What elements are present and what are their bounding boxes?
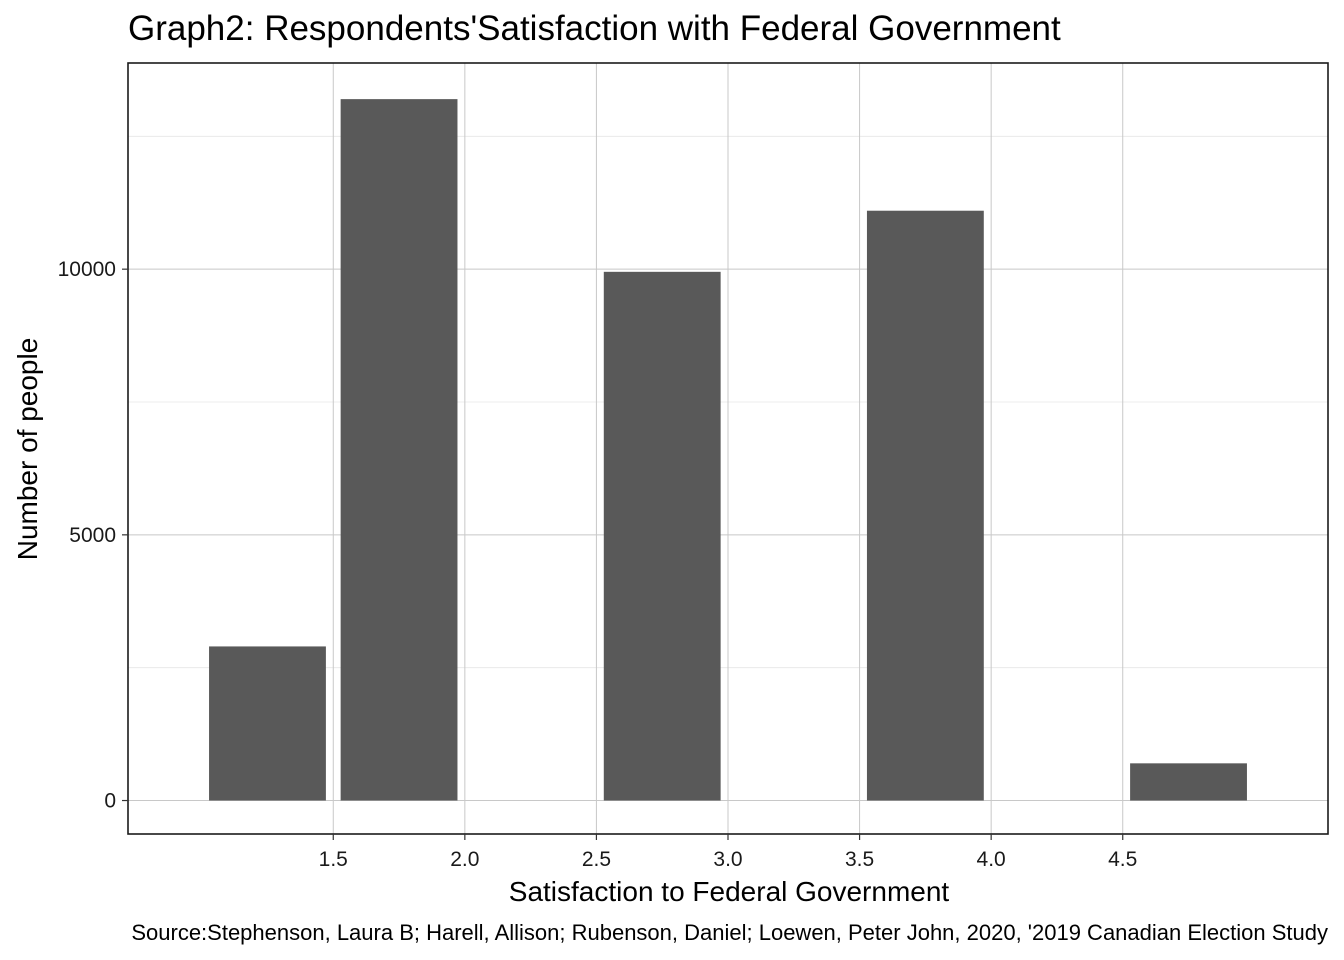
y-tick-label: 0 — [104, 790, 116, 813]
histogram-bar — [603, 271, 721, 801]
x-tick-label: 2.5 — [582, 848, 611, 871]
y-axis: 0 5000 10000 — [58, 258, 128, 813]
bars — [209, 99, 1247, 801]
plot-panel — [127, 62, 1329, 835]
y-tick-label: 10000 — [58, 258, 116, 281]
x-axis-title: Satisfaction to Federal Government — [509, 876, 950, 907]
x-axis: 1.5 2.0 2.5 3.0 3.5 4.0 4.5 — [319, 834, 1137, 871]
histogram-bar — [866, 210, 984, 801]
gridlines — [128, 63, 1328, 834]
histogram-bar — [1130, 763, 1247, 801]
x-tick-label: 1.5 — [319, 848, 348, 871]
histogram-bar — [340, 99, 458, 801]
y-axis-title: Number of people — [12, 338, 43, 561]
x-tick-label: 4.5 — [1108, 848, 1137, 871]
source-caption: Source:Stephenson, Laura B; Harell, Alli… — [131, 920, 1328, 945]
chart-title: Graph2: Respondents'Satisfaction with Fe… — [128, 9, 1061, 48]
y-tick-label: 5000 — [69, 524, 116, 547]
x-tick-label: 4.0 — [977, 848, 1006, 871]
x-tick-label: 3.5 — [845, 848, 874, 871]
x-tick-label: 3.0 — [713, 848, 742, 871]
x-tick-label: 2.0 — [450, 848, 479, 871]
histogram-bar — [209, 646, 326, 801]
